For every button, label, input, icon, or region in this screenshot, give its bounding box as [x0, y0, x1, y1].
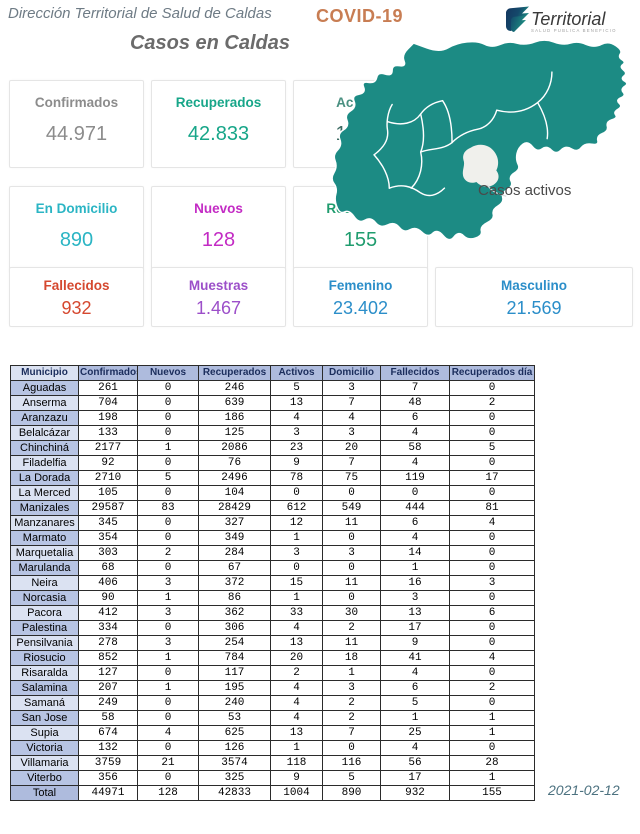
svg-text:SALUD PUBLICA BENEFICIO: SALUD PUBLICA BENEFICIO [531, 28, 617, 33]
svg-text:Territorial: Territorial [531, 9, 606, 29]
